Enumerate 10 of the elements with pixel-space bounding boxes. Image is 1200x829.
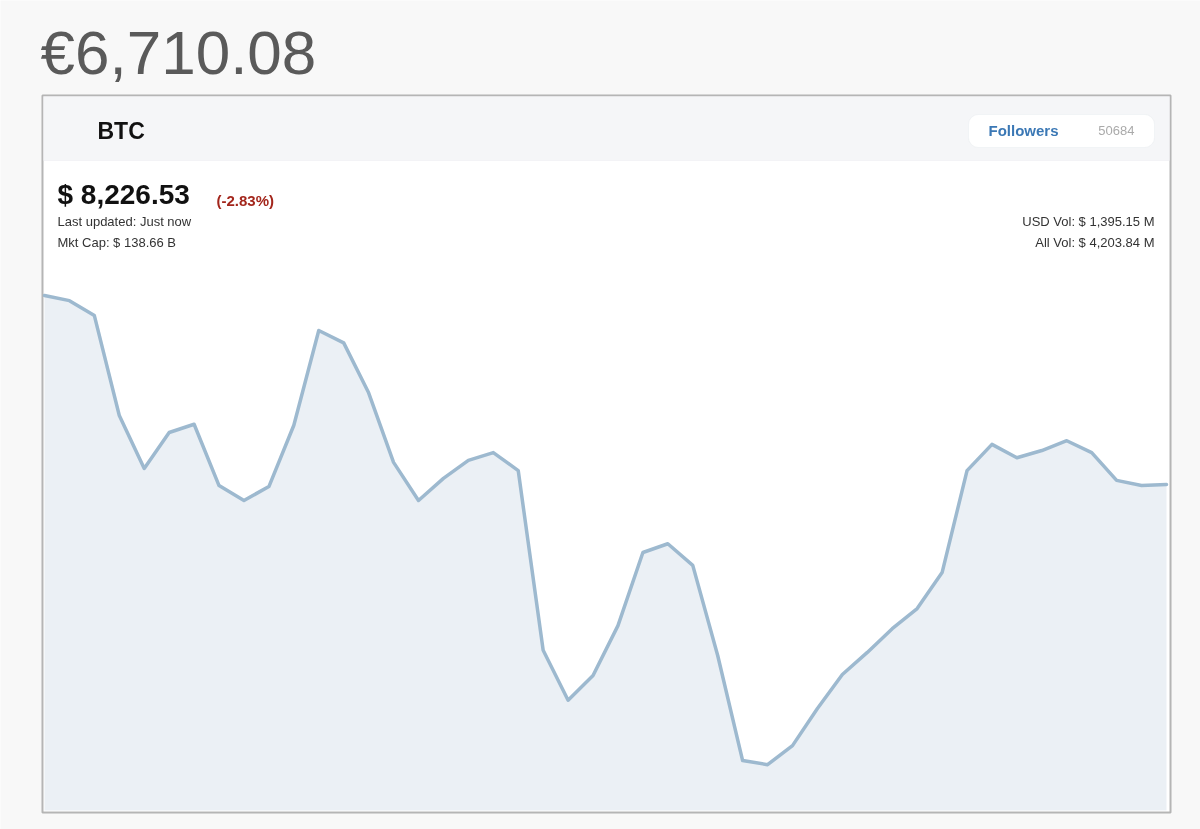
text: Last updated: Just now [57,214,192,229]
text: Followers [988,122,1059,139]
text: Mkt Cap: $ 138.66 B [57,235,177,250]
text: (-2.83%) [216,192,275,209]
text: USD Vol: $ 1,395.15 M [1022,214,1155,229]
text: BTC [97,117,145,144]
text: 50684 [1098,123,1135,138]
chart-title: €6,710.08 [40,18,317,87]
text: All Vol: $ 4,203.84 M [1035,235,1155,250]
text: $ 8,226.53 [57,179,190,210]
